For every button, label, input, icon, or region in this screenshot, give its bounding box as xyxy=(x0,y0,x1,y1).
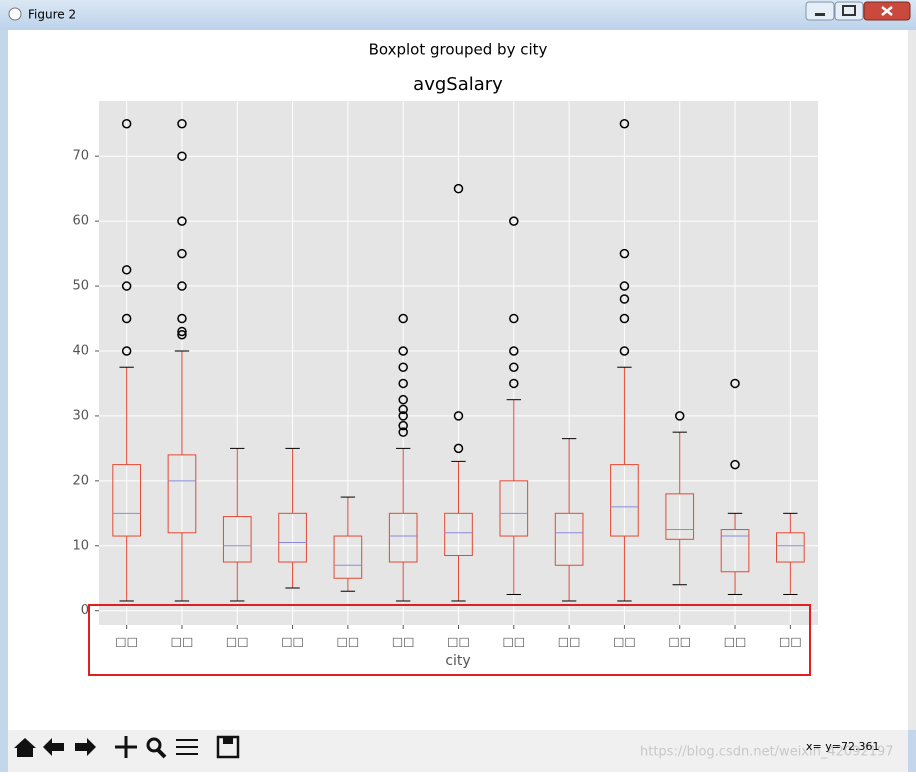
flier xyxy=(121,118,132,129)
flier xyxy=(121,313,132,324)
maximize-icon xyxy=(842,5,856,16)
flier xyxy=(177,313,187,324)
flier xyxy=(398,346,408,356)
x-tick-label: □□ xyxy=(502,635,525,649)
x-tick-label: □□ xyxy=(724,635,747,649)
box xyxy=(222,516,252,563)
toolbar-icons xyxy=(14,735,240,759)
flier xyxy=(730,459,740,470)
flier xyxy=(509,313,519,324)
y-tick-label: 20 xyxy=(72,473,89,488)
box xyxy=(112,464,141,537)
chart-title: avgSalary xyxy=(413,74,503,95)
flier xyxy=(177,118,187,129)
flier xyxy=(509,216,519,226)
save-icon-part xyxy=(223,737,233,744)
box xyxy=(665,493,695,540)
flier xyxy=(619,346,630,356)
y-tick-label: 30 xyxy=(72,408,89,423)
flier xyxy=(619,294,630,304)
flier xyxy=(619,281,630,291)
minimize-icon xyxy=(815,13,825,16)
close-icon xyxy=(881,6,893,16)
flier xyxy=(398,411,408,421)
status-text: x= y=72.361 xyxy=(806,740,879,753)
y-tick-label: 60 xyxy=(72,214,89,229)
flier xyxy=(177,330,187,340)
flier xyxy=(398,378,408,389)
box xyxy=(388,512,418,563)
box xyxy=(776,532,805,563)
flier xyxy=(674,411,685,421)
flier xyxy=(177,216,187,226)
app-icon xyxy=(8,7,22,21)
y-tick-label: 50 xyxy=(72,279,89,294)
flier xyxy=(398,313,408,324)
y-tick-label: 70 xyxy=(72,149,89,164)
flier xyxy=(121,265,132,275)
configure-button[interactable] xyxy=(176,739,198,755)
box xyxy=(554,512,584,566)
box xyxy=(499,480,529,537)
window-title: Figure 2 xyxy=(28,8,76,22)
x-tick-label: □□ xyxy=(447,635,470,649)
zoom-handle xyxy=(156,748,167,759)
forward-button[interactable] xyxy=(75,738,96,756)
flier xyxy=(619,313,630,324)
x-tick-label: □□ xyxy=(779,635,802,649)
box xyxy=(333,535,363,579)
flier xyxy=(619,118,630,129)
zoom-button[interactable] xyxy=(146,737,162,753)
flier xyxy=(398,427,408,437)
flier xyxy=(177,326,187,337)
flier xyxy=(509,378,519,389)
flier xyxy=(121,346,132,356)
y-tick-label: 10 xyxy=(72,538,89,553)
x-tick-label: □□ xyxy=(668,635,691,649)
title-bar xyxy=(0,0,916,30)
box xyxy=(720,529,750,573)
flier xyxy=(398,394,408,405)
y-tick-label: 40 xyxy=(72,343,89,358)
x-tick-label: □□ xyxy=(392,635,415,649)
flier xyxy=(453,443,464,454)
x-tick-label: □□ xyxy=(171,635,194,649)
flier xyxy=(509,362,519,372)
x-tick-label: □□ xyxy=(613,635,636,649)
maximize-button[interactable] xyxy=(834,1,864,21)
x-tick-label: □□ xyxy=(226,635,249,649)
x-tick-label: □□ xyxy=(558,635,581,649)
pan-button[interactable] xyxy=(115,736,137,758)
highlight-box xyxy=(88,604,811,676)
plot: 0 10 20 30 40 50 60 70 □□ □□ □□ □□ □□ □□ □□ □□ □□ □□ □□ □□ □… xyxy=(72,101,818,649)
box xyxy=(444,512,473,557)
box xyxy=(278,512,307,563)
flier xyxy=(509,346,519,356)
flier xyxy=(619,248,630,259)
flier xyxy=(453,411,464,421)
box xyxy=(167,454,197,534)
flier xyxy=(121,281,132,291)
home-button[interactable] xyxy=(14,738,36,757)
x-axis-label: city xyxy=(445,653,470,669)
x-tick-label: □□ xyxy=(337,635,360,649)
scrollbar xyxy=(908,30,916,730)
flier xyxy=(177,248,187,259)
flier xyxy=(177,151,187,161)
flier xyxy=(398,420,408,431)
flier xyxy=(730,378,740,389)
suptitle: Boxplot grouped by city xyxy=(369,41,548,59)
flier xyxy=(453,183,464,194)
box xyxy=(610,464,639,537)
flier xyxy=(398,362,408,372)
y-tick-label: 0 xyxy=(81,603,89,618)
flier xyxy=(398,404,408,415)
flier xyxy=(177,281,187,291)
minimize-button[interactable] xyxy=(805,1,835,21)
x-tick-label: □□ xyxy=(281,635,304,649)
back-button[interactable] xyxy=(43,738,64,756)
watermark: https://blog.csdn.net/weixin_42092197 xyxy=(640,745,894,760)
x-tick-label: □□ xyxy=(115,635,138,649)
